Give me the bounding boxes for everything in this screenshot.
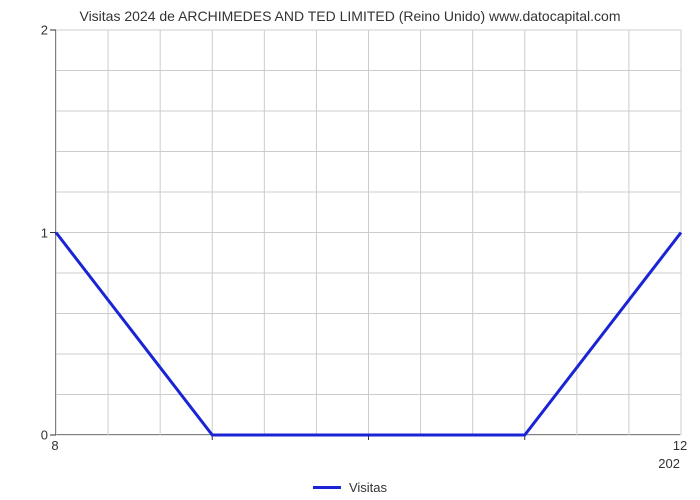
chart-svg — [56, 30, 681, 435]
x-tick-label-start: 8 — [51, 438, 58, 453]
y-tick-label-2: 2 — [41, 23, 48, 38]
legend-label: Visitas — [349, 480, 387, 495]
chart-title: Visitas 2024 de ARCHIMEDES AND TED LIMIT… — [0, 8, 700, 24]
legend-swatch — [313, 486, 341, 489]
plot-area — [55, 30, 680, 435]
chart-container: Visitas 2024 de ARCHIMEDES AND TED LIMIT… — [0, 0, 700, 500]
x-tick-label-end: 12 — [673, 438, 687, 453]
y-tick-label-0: 0 — [41, 428, 48, 443]
x-secondary-label: 202 — [658, 456, 680, 471]
y-tick-label-1: 1 — [41, 225, 48, 240]
legend: Visitas — [313, 480, 387, 495]
